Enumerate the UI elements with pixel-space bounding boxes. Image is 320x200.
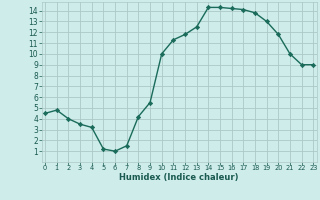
X-axis label: Humidex (Indice chaleur): Humidex (Indice chaleur) [119, 173, 239, 182]
